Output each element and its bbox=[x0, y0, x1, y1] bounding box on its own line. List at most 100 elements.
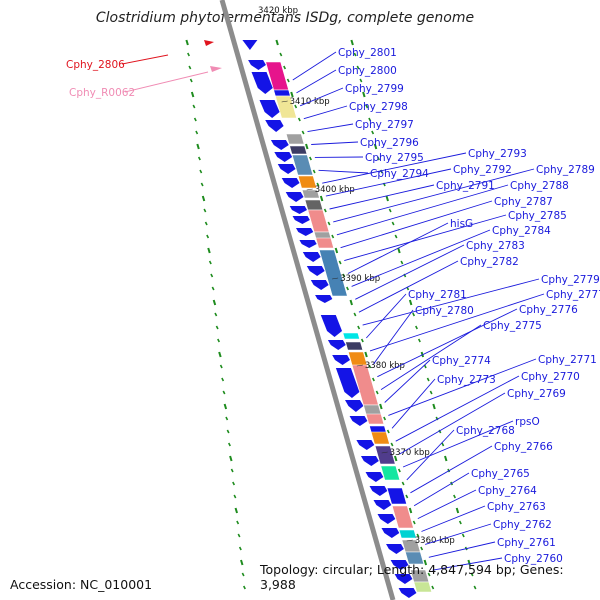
gene-arrow-red bbox=[204, 40, 214, 46]
gene-arrow bbox=[310, 280, 329, 290]
tick-mark bbox=[226, 429, 230, 434]
gene-feature bbox=[345, 341, 364, 351]
tick-mark bbox=[212, 299, 217, 306]
gene-label: Cphy_2783 bbox=[466, 240, 525, 252]
gene-arrow bbox=[289, 206, 307, 214]
tick-mark bbox=[397, 468, 401, 473]
tick-mark bbox=[375, 390, 379, 395]
tick-mark bbox=[371, 130, 375, 135]
tick-mark bbox=[383, 416, 387, 421]
tick-mark bbox=[283, 65, 287, 70]
tick-mark bbox=[241, 572, 245, 577]
gene-label-connector bbox=[421, 505, 486, 532]
gene-feature bbox=[291, 154, 314, 176]
gene-feature bbox=[391, 505, 414, 529]
tick-mark bbox=[349, 299, 353, 306]
tick-mark bbox=[391, 221, 395, 226]
tick-mark bbox=[305, 143, 309, 150]
tick-mark bbox=[458, 520, 462, 525]
gene-label: Cphy_2801 bbox=[338, 47, 397, 59]
gene-arrow bbox=[394, 574, 413, 584]
gene-label-connector bbox=[325, 168, 452, 197]
gene-feature bbox=[289, 145, 308, 155]
tick-mark bbox=[408, 507, 413, 514]
tick-mark bbox=[238, 546, 242, 551]
tick-mark bbox=[401, 481, 405, 486]
backbone-layer bbox=[219, 0, 396, 600]
tick-mark bbox=[353, 312, 357, 317]
tick-mark bbox=[394, 455, 398, 462]
genome-summary-text: Topology: circular; Length: 4,847,594 bp… bbox=[260, 562, 564, 592]
gene-label: Cphy_2773 bbox=[437, 374, 496, 386]
tick-mark bbox=[279, 52, 283, 57]
gene-arrow bbox=[365, 472, 384, 482]
gene-label-connector bbox=[395, 375, 520, 442]
tick-mark bbox=[432, 403, 436, 410]
gene-arrow bbox=[285, 192, 304, 202]
gene-label: Cphy_2782 bbox=[460, 256, 519, 268]
scale-label: 3380 kbp bbox=[365, 361, 405, 371]
tick-mark bbox=[405, 494, 409, 499]
gene-arrow bbox=[306, 266, 325, 276]
gene-arrow bbox=[345, 400, 364, 412]
left-label-connector bbox=[121, 54, 169, 65]
tick-mark bbox=[204, 221, 208, 226]
accession-text: Accession: NC_010001 bbox=[10, 577, 153, 592]
gene-label-connector bbox=[402, 420, 514, 468]
gene-label-connector bbox=[406, 429, 455, 481]
gene-label: rpsO bbox=[515, 416, 540, 428]
tick-mark bbox=[473, 585, 477, 590]
tick-mark bbox=[232, 481, 236, 486]
tick-mark bbox=[243, 585, 246, 590]
tick-mark bbox=[187, 52, 190, 57]
gene-feature bbox=[315, 237, 335, 249]
gene-label: Cphy_2800 bbox=[338, 65, 397, 77]
gene-arrow bbox=[332, 355, 351, 365]
gene-arrow bbox=[356, 440, 375, 450]
tick-mark bbox=[223, 403, 228, 410]
gene-label-connector bbox=[369, 293, 545, 352]
tick-mark bbox=[208, 260, 212, 265]
scale-tick-connector bbox=[406, 539, 413, 542]
tick-mark bbox=[426, 377, 430, 382]
scale-label: 3400 kbp bbox=[315, 185, 355, 195]
tick-mark bbox=[334, 247, 339, 254]
gene-label: Cphy_2776 bbox=[519, 304, 578, 316]
tick-mark bbox=[233, 494, 237, 499]
gene-label-connector bbox=[377, 308, 518, 378]
tick-mark bbox=[408, 299, 413, 306]
tick-mark bbox=[390, 442, 394, 447]
tick-mark bbox=[316, 182, 320, 187]
gene-label: Cphy_2771 bbox=[538, 354, 597, 366]
gene-label-connector bbox=[347, 222, 449, 274]
gene-label-connector bbox=[399, 392, 506, 455]
gene-label-connector bbox=[432, 557, 503, 571]
tick-mark bbox=[356, 65, 360, 70]
gene-arrow bbox=[373, 500, 392, 510]
scale-tick-connector bbox=[381, 451, 388, 454]
gene-feature bbox=[413, 581, 433, 593]
tick-mark bbox=[385, 195, 389, 202]
gene-label-connector bbox=[318, 169, 369, 174]
tick-mark bbox=[237, 533, 241, 538]
tick-mark bbox=[417, 338, 421, 343]
gene-label-connector bbox=[296, 69, 337, 94]
tick-mark bbox=[234, 507, 238, 514]
tick-mark bbox=[412, 520, 416, 525]
gene-label: Cphy_2793 bbox=[468, 148, 527, 160]
tick-mark bbox=[388, 208, 392, 213]
tick-mark bbox=[455, 507, 460, 514]
tick-mark bbox=[427, 572, 431, 577]
tick-mark bbox=[415, 325, 418, 330]
gene-label-connector bbox=[292, 51, 337, 81]
gene-feature bbox=[370, 431, 390, 445]
scale-tick-connector bbox=[332, 277, 339, 280]
gene-arrow bbox=[277, 164, 296, 174]
gene-label-connector bbox=[311, 141, 359, 145]
gene-label: Cphy_2797 bbox=[355, 119, 414, 131]
tick-mark bbox=[312, 169, 316, 174]
gene-label: Cphy_2799 bbox=[345, 83, 404, 95]
tick-mark bbox=[420, 546, 424, 551]
gene-label: Cphy_2787 bbox=[494, 196, 553, 208]
